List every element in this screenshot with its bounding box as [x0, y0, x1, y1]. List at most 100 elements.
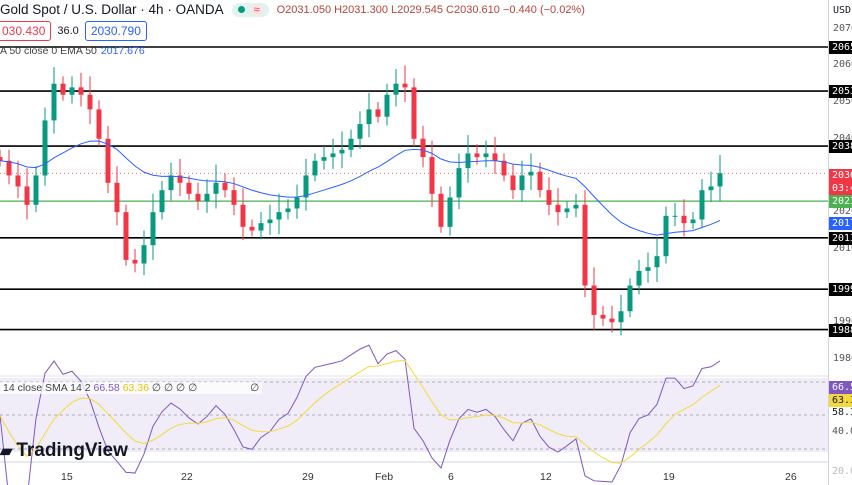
tv-logo-icon: ▰ [0, 443, 13, 460]
candle [150, 212, 156, 246]
symbol-header: Gold Spot / U.S. Dollar · 4h · OANDA ≈ O… [0, 2, 585, 17]
ema-label: A 50 close 0 EMA 50 [0, 45, 97, 57]
candle [411, 87, 417, 139]
candle [87, 94, 93, 110]
candle [294, 197, 300, 209]
rsi-sma-value: 63.36 [122, 382, 149, 394]
candle [186, 182, 192, 194]
candle [564, 208, 570, 213]
candle [285, 208, 291, 213]
candle [0, 157, 3, 161]
candle [78, 87, 84, 95]
candle [105, 138, 111, 183]
price-tick: 1980 [833, 352, 852, 364]
time-tick: 12 [540, 471, 552, 483]
rsi-line [0, 344, 721, 485]
candle [663, 215, 669, 257]
candle [60, 83, 66, 95]
rsi-label: 14 close SMA 14 2 [3, 382, 91, 394]
price-tick: 2010 [833, 242, 852, 254]
candle [528, 171, 534, 176]
candle [582, 204, 588, 286]
candle [492, 153, 498, 161]
candle [15, 175, 21, 187]
symbol-title[interactable]: Gold Spot / U.S. Dollar · 4h · OANDA [0, 2, 224, 17]
candle [591, 285, 597, 315]
rsi-tick: 58.3 [832, 407, 852, 418]
candle [690, 219, 696, 224]
price-tick: 2060 [833, 59, 852, 71]
candle [627, 285, 633, 312]
market-status[interactable]: ≈ [231, 2, 269, 17]
price-chart[interactable] [0, 0, 828, 485]
time-tick: 15 [61, 471, 73, 483]
order-panel: 030.430 36.0 2030.790 [0, 21, 147, 41]
candle [600, 314, 606, 319]
candle [312, 160, 318, 176]
price-tick: 2070 [833, 22, 852, 34]
candle [717, 173, 723, 187]
candle [177, 175, 183, 183]
ema-value: 2017.676 [100, 45, 145, 57]
price-tick: 2020 [833, 206, 852, 218]
candle [546, 190, 552, 205]
candle [51, 83, 57, 121]
price-tick: 1990 [833, 316, 852, 328]
time-tick: 22 [181, 471, 193, 483]
ohlc-values: O2031.050 H2031.300 L2029.545 C2030.610 … [276, 3, 585, 16]
candle [393, 83, 399, 95]
candle [339, 149, 345, 154]
candle [438, 193, 444, 227]
candle [447, 197, 453, 227]
candle [654, 256, 660, 268]
candle [483, 153, 489, 158]
time-tick: Feb [375, 471, 394, 483]
candle [510, 175, 516, 191]
candle [537, 171, 543, 191]
candle [366, 109, 372, 125]
rsi-sma-line [0, 360, 721, 464]
candle [636, 270, 642, 286]
candle [222, 182, 228, 191]
candle [402, 83, 408, 88]
rsi-sma-axis-label: 63.3 [829, 394, 852, 407]
candle [573, 204, 579, 209]
candle [24, 186, 30, 205]
wave-icon: ≈ [250, 3, 263, 16]
candle [258, 223, 264, 231]
level-label: 1999 [829, 283, 852, 297]
candle [429, 157, 435, 194]
rsi-legend[interactable]: 14 close SMA 14 2 66.58 63.36 ∅ ∅ ∅ ∅ ∅ [0, 382, 263, 394]
rsi-tick: 40.0 [832, 426, 852, 437]
price-tick: 2050 [833, 96, 852, 108]
candle [249, 226, 255, 231]
rsi-value: 66.58 [93, 382, 120, 394]
bar-countdown: 03:4 [832, 183, 852, 194]
price-axis[interactable]: USD 2070 2060 2050 2040 2020 2010 1990 1980 2065… [828, 0, 852, 485]
tradingview-logo: ▰ TradingView [0, 440, 128, 462]
level-label: 2065 [829, 41, 852, 54]
rsi-axis-label: 66.5 [829, 381, 852, 394]
candle [672, 215, 678, 217]
candle [348, 138, 354, 150]
candle [276, 212, 282, 220]
candle [69, 87, 75, 95]
candle [699, 190, 705, 220]
candle [96, 109, 102, 139]
rsi-extra: ∅ ∅ ∅ ∅ [151, 382, 198, 394]
ema-legend[interactable]: A 50 close 0 EMA 50 2017.676 [0, 45, 145, 57]
candle [42, 120, 48, 176]
candle [357, 124, 363, 139]
time-tick: 26 [785, 471, 797, 483]
candle [618, 311, 624, 323]
sell-button[interactable]: 030.430 [0, 21, 52, 41]
currency-label: USD [833, 5, 852, 16]
candle [132, 259, 138, 264]
candle [375, 109, 381, 117]
buy-button[interactable]: 2030.790 [84, 21, 147, 41]
candle [501, 160, 507, 176]
spread: 36.0 [57, 25, 79, 37]
candle [204, 193, 210, 202]
candle [168, 175, 174, 191]
candle [6, 160, 12, 176]
